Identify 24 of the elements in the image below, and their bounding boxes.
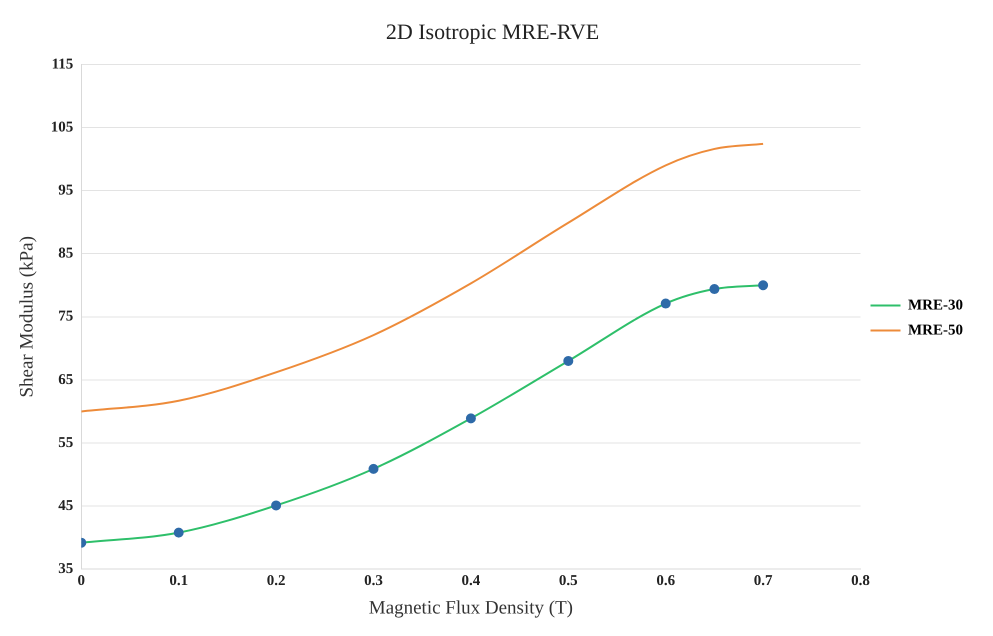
line-series bbox=[81, 142, 764, 412]
x-tick-label: 0.2 bbox=[266, 573, 286, 590]
y-axis-title: Shear Modulus (kPa) bbox=[16, 236, 38, 398]
y-tick-label: 105 bbox=[50, 119, 74, 136]
y-tick-label: 95 bbox=[58, 182, 74, 198]
y-tick-label: 35 bbox=[58, 561, 74, 578]
legend-label: MRE-50 bbox=[908, 322, 964, 338]
x-tick-label: 0.8 bbox=[851, 573, 870, 590]
x-tick-label: 0.1 bbox=[169, 573, 188, 590]
chart-title: 2D Isotropic MRE-RVE bbox=[386, 18, 600, 44]
x-tick-label: 0.7 bbox=[754, 573, 773, 590]
x-tick-label: 0 bbox=[78, 573, 86, 590]
y-tick-label: 45 bbox=[58, 498, 74, 514]
x-tick-label: 0.4 bbox=[462, 573, 481, 590]
legend-label: MRE-30 bbox=[908, 297, 964, 314]
y-tick-label: 55 bbox=[58, 434, 74, 451]
y-tick-label: 75 bbox=[58, 308, 74, 325]
y-tick-label: 85 bbox=[58, 246, 74, 262]
y-tick-label: 65 bbox=[58, 372, 74, 388]
x-tick-label: 0.3 bbox=[364, 573, 383, 590]
x-tick-label: 0.5 bbox=[558, 573, 578, 590]
x-axis-title: Magnetic Flux Density (T) bbox=[368, 598, 574, 619]
y-tick-label: 115 bbox=[52, 56, 74, 72]
x-tick-label: 0.6 bbox=[656, 573, 676, 590]
